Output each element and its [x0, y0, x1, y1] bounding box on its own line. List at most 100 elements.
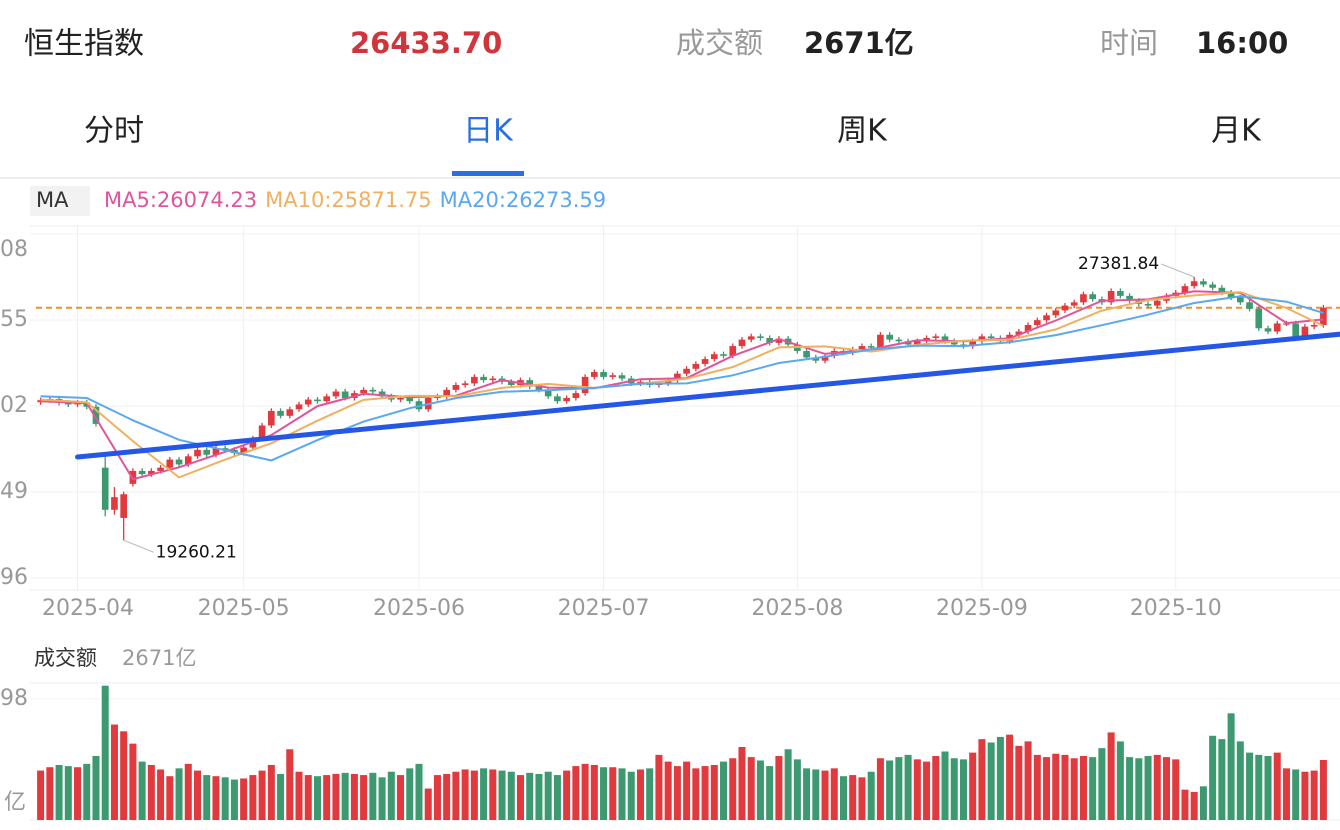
candle-body: [157, 467, 164, 471]
candle-body: [1301, 326, 1309, 337]
ma-line: [40, 291, 1324, 479]
volume-bar: [110, 724, 118, 820]
candle-body: [1080, 294, 1087, 303]
volume-bar: [526, 772, 534, 820]
volume-bar: [1292, 769, 1300, 820]
candle-body: [1033, 320, 1041, 326]
candle-body: [314, 399, 321, 402]
candle-body: [535, 386, 543, 390]
index-price: 26433.70: [350, 26, 502, 60]
candle-body: [1218, 287, 1226, 293]
volume-bar: [1199, 786, 1207, 820]
volume-bar: [516, 775, 525, 820]
candle-body: [268, 410, 275, 426]
candle-body: [609, 375, 617, 377]
volume-bar: [313, 776, 321, 820]
candle-body: [452, 385, 460, 390]
candle-body: [1052, 310, 1060, 316]
candle-body: [1227, 292, 1235, 298]
candle-body: [1144, 303, 1152, 306]
legend-entry: MA20:26273.59: [440, 188, 606, 212]
volume-bar: [886, 760, 894, 820]
volume-bar: [553, 775, 561, 820]
indicator-box: [30, 186, 90, 216]
candle-body: [941, 336, 949, 342]
candle-body: [554, 396, 561, 402]
volume-bar: [1107, 732, 1115, 820]
volume-bar: [1282, 768, 1290, 820]
tab[interactable]: 月K: [1211, 114, 1262, 149]
volume-subtitle: 2671亿: [122, 646, 196, 670]
candle-body: [397, 397, 404, 400]
volume-bar: [230, 779, 238, 820]
y-tick-label: 23402: [0, 393, 28, 418]
volume-bar: [544, 771, 552, 820]
volume-bar: [1079, 755, 1087, 820]
volume-bar: [1006, 734, 1014, 820]
volume-bar: [166, 776, 174, 820]
volume-bar: [701, 766, 709, 820]
legend-entry: MA10:25871.75: [265, 188, 431, 212]
candle-body: [443, 389, 450, 397]
volume-bar: [655, 754, 663, 820]
volume-bar: [470, 770, 478, 820]
candle-body: [148, 470, 155, 475]
volume-bar: [157, 769, 165, 820]
volume-bar: [904, 754, 912, 820]
volume-bar: [1162, 757, 1171, 820]
candle-body: [258, 425, 266, 439]
volume-bar: [92, 755, 100, 820]
volume-bar: [415, 763, 423, 820]
volume-bar: [1024, 741, 1032, 820]
time-value: 16:00: [1196, 26, 1288, 60]
candle-body: [378, 391, 386, 397]
candle-body: [637, 381, 644, 384]
volume-bar: [978, 739, 986, 820]
candle-body: [526, 380, 534, 387]
y-tick-label: 18096: [0, 565, 28, 590]
volume-bar: [876, 758, 884, 820]
candle-body: [1246, 302, 1253, 309]
candle-body: [369, 389, 377, 392]
volume-bar: [1319, 760, 1327, 820]
candle-body: [471, 376, 478, 384]
volume-bar: [1301, 771, 1309, 820]
candle-body: [92, 406, 100, 424]
volume-bar: [1181, 789, 1189, 820]
ma-line: [40, 295, 1324, 462]
candle-body: [738, 339, 746, 347]
volume-bar: [369, 772, 377, 820]
candle-body: [1209, 284, 1216, 288]
volume-title: 成交额: [34, 646, 97, 670]
volume-bar: [46, 767, 54, 820]
volume-label: 成交额: [676, 26, 763, 60]
volume-bar: [406, 768, 414, 820]
volume-bar: [950, 758, 958, 820]
candle-body: [489, 378, 497, 381]
candle-body: [683, 368, 690, 374]
min-annotation: 19260.21: [156, 542, 237, 562]
candle-body: [166, 459, 174, 468]
candle-body: [1310, 325, 1318, 327]
candle-body: [101, 467, 109, 510]
candle-body: [969, 341, 977, 347]
volume-bar: [1273, 752, 1281, 820]
tab[interactable]: 周K: [837, 114, 888, 149]
tab[interactable]: 日K: [463, 114, 514, 149]
volume-bar: [969, 752, 977, 820]
candle-body: [1107, 290, 1115, 303]
volume-bar: [1061, 754, 1069, 820]
volume-bar: [913, 759, 921, 820]
volume-bar: [766, 766, 774, 820]
volume-bar: [932, 755, 940, 820]
candle-body: [1190, 281, 1198, 287]
volume-bar: [498, 770, 506, 820]
tab[interactable]: 分时: [84, 114, 144, 149]
volume-bar: [424, 788, 432, 820]
x-tick-label: 2025-05: [198, 596, 290, 621]
volume-value: 2671亿: [804, 26, 914, 60]
volume-bar: [535, 773, 543, 820]
candle-body: [323, 396, 331, 402]
indicator-label: MA: [36, 188, 69, 212]
volume-bar: [295, 771, 303, 820]
